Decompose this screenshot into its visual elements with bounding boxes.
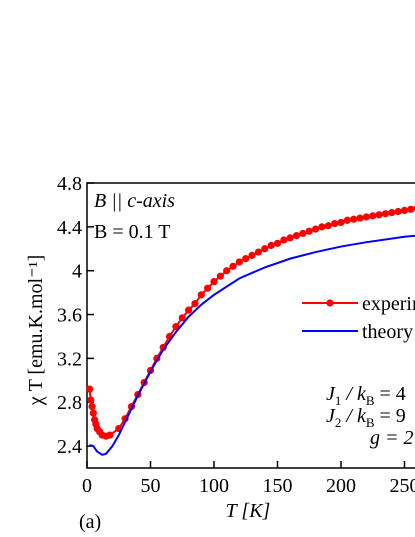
parameter: J1 / kB = 4 <box>326 383 406 408</box>
data-point <box>185 306 193 314</box>
data-point <box>229 262 237 270</box>
data-point <box>369 212 377 220</box>
data-point <box>381 210 390 218</box>
data-point <box>343 216 351 224</box>
data-point <box>286 234 294 242</box>
x-tick-label: 250 <box>390 475 415 497</box>
parameter-part: = 4 <box>375 383 406 405</box>
x-tick-label: 0 <box>82 475 92 497</box>
y-tick-label: 3.6 <box>57 305 82 327</box>
data-point <box>242 255 250 263</box>
parameter: g = 2 <box>370 427 414 449</box>
data-point <box>204 284 212 292</box>
parameter-part: B <box>366 415 375 430</box>
data-point <box>305 227 313 235</box>
data-point <box>375 211 383 219</box>
x-tick-label: 50 <box>141 475 161 497</box>
parameter-part: 2 <box>335 415 342 430</box>
data-point <box>331 219 339 228</box>
data-point <box>223 267 231 275</box>
data-point <box>362 213 370 221</box>
data-point <box>394 207 402 216</box>
data-point <box>210 278 218 286</box>
x-tick-label: 100 <box>199 475 229 497</box>
y-tick-label: 4.8 <box>57 173 82 195</box>
parameter-part: g = 2 <box>370 427 414 449</box>
data-point <box>350 215 358 223</box>
data-point <box>261 245 269 253</box>
parameter-part: / k <box>341 405 367 427</box>
parameter-part: J <box>326 405 336 427</box>
data-point <box>280 236 288 244</box>
data-point <box>178 314 186 322</box>
data-point <box>248 251 256 259</box>
y-tick-label: 2.8 <box>57 392 82 414</box>
data-point <box>254 248 263 256</box>
parameter-part: J <box>326 383 336 405</box>
data-point <box>312 225 320 233</box>
data-point <box>292 232 301 240</box>
data-point <box>407 205 415 213</box>
data-point <box>216 272 224 280</box>
data-point <box>88 403 96 411</box>
x-tick-label: 200 <box>326 475 356 497</box>
data-line <box>89 234 415 456</box>
data-point <box>299 229 307 238</box>
annotation: B = 0.1 T <box>94 221 170 243</box>
data-point <box>337 218 345 227</box>
y-axis-label: χ T [emu.K.mol⁻¹] <box>25 255 47 407</box>
parameter: J2 / kB = 9 <box>326 405 406 430</box>
parameter-part: 1 <box>335 393 342 408</box>
data-point <box>235 258 243 266</box>
data-point <box>85 385 94 393</box>
data-point <box>106 431 114 439</box>
data-point <box>191 299 199 308</box>
data-point <box>400 206 409 215</box>
data-point <box>267 241 275 250</box>
data-point <box>197 291 205 299</box>
y-tick-label: 3.2 <box>57 348 82 370</box>
parameter-part: / k <box>341 383 367 405</box>
x-axis-label: T [K] <box>226 500 271 522</box>
data-point <box>388 208 396 217</box>
data-point <box>89 409 97 417</box>
legend-marker <box>326 299 334 307</box>
data-point <box>273 239 282 247</box>
panel-label: (a) <box>79 511 101 533</box>
parameter-part: B <box>366 393 375 408</box>
x-tick-label: 150 <box>263 475 293 497</box>
y-tick-label: 4.4 <box>57 217 82 239</box>
data-point <box>324 222 332 230</box>
annotation: B || c-axis <box>94 190 175 212</box>
data-point <box>356 214 364 222</box>
legend-label: experiment <box>362 293 415 315</box>
y-tick-label: 2.4 <box>57 436 82 458</box>
data-point <box>318 223 326 231</box>
legend-label: theory <box>362 321 413 343</box>
parameter-part: = 9 <box>375 405 406 427</box>
data-point <box>87 396 95 404</box>
y-tick-label: 4 <box>72 261 82 283</box>
